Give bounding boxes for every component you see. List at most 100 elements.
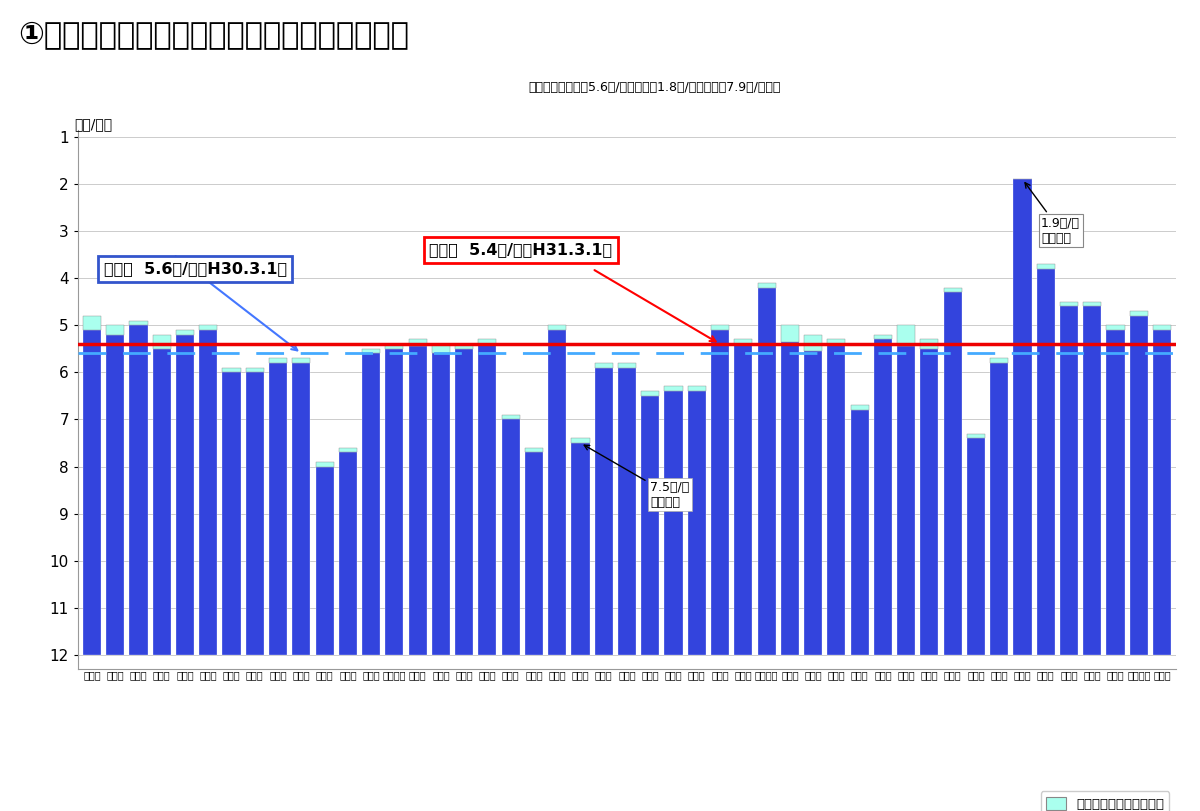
Text: 7.5人/台
（最低）: 7.5人/台 （最低） [584,445,690,508]
Bar [362,354,380,655]
Bar [990,363,1008,655]
Bar [385,349,403,655]
Bar [665,391,683,655]
Bar [710,325,730,330]
Bar [269,363,287,655]
Bar [1129,311,1148,315]
Text: （人/台）: （人/台） [74,118,113,131]
Bar [757,288,775,655]
Bar [851,406,869,410]
Bar [688,387,706,391]
Legend: 前年度調査からの増加分: 前年度調査からの増加分 [1040,792,1170,811]
Bar [199,325,217,330]
Bar [455,344,473,349]
Bar [1084,302,1102,307]
Bar [1129,315,1148,655]
Bar [432,344,450,354]
Bar [1037,268,1055,655]
Bar [502,414,520,419]
Bar [943,288,961,292]
Bar [408,346,427,655]
Bar [362,349,380,354]
Bar [898,346,916,655]
Bar [199,330,217,655]
Bar [524,453,544,655]
Bar [1037,264,1055,268]
Bar [967,438,985,655]
Bar [176,335,194,655]
Bar [618,363,636,367]
Bar [571,443,589,655]
Bar [1153,330,1171,655]
Bar [432,354,450,655]
Bar [246,372,264,655]
Text: 平均値  5.6人/台（H30.3.1）: 平均値 5.6人/台（H30.3.1） [103,261,287,277]
Bar [83,315,101,330]
Bar [222,367,241,372]
Bar [152,335,170,349]
Bar [548,325,566,330]
Bar [898,325,916,346]
Text: 【前年度（平均：5.6人/台、最高：1.8人/台、最低：7.9人/台）】: 【前年度（平均：5.6人/台、最高：1.8人/台、最低：7.9人/台）】 [528,81,780,94]
Bar [804,351,822,655]
Bar [710,330,730,655]
Bar [571,438,589,443]
Bar [665,387,683,391]
Bar [1013,179,1032,655]
Bar [293,358,311,363]
Bar [920,349,938,655]
Bar [641,391,659,396]
Bar [1106,325,1124,330]
Bar [83,330,101,655]
Bar [176,330,194,335]
Bar [1060,307,1078,655]
Bar [874,335,892,339]
Bar [479,344,497,655]
Bar [130,320,148,325]
Bar [1153,325,1171,330]
Bar [851,410,869,655]
Bar [595,363,613,367]
Bar [595,367,613,655]
Text: 1.9人/台
（最高）: 1.9人/台 （最高） [1025,182,1080,245]
Bar [524,448,544,453]
Bar [990,358,1008,363]
Bar [827,339,846,344]
Bar [641,396,659,655]
Bar [106,325,125,335]
Bar [385,344,403,349]
Bar [408,339,427,346]
Bar [269,358,287,363]
Bar [1084,307,1102,655]
Bar [1106,330,1124,655]
Bar [734,344,752,655]
Bar [781,341,799,655]
Bar [222,372,241,655]
Bar [967,434,985,438]
Bar [781,325,799,341]
Bar [1060,302,1078,307]
Bar [618,367,636,655]
Bar [920,339,938,349]
Bar [757,283,775,288]
Bar [106,335,125,655]
Bar [874,339,892,655]
Bar [479,339,497,344]
Bar [130,325,148,655]
Bar [804,335,822,351]
Bar [316,466,334,655]
Bar [688,391,706,655]
Bar [338,448,356,453]
Bar [152,349,170,655]
Bar [827,344,846,655]
Bar [502,419,520,655]
Text: 平均値  5.4人/台（H31.3.1）: 平均値 5.4人/台（H31.3.1） [430,242,612,257]
Bar [338,453,356,655]
Bar [246,367,264,372]
Bar [734,339,752,344]
Text: ①教育用コンピュータ１台当たりの児童生徒数: ①教育用コンピュータ１台当たりの児童生徒数 [18,20,409,49]
Bar [943,292,961,655]
Bar [455,349,473,655]
Bar [293,363,311,655]
Bar [316,461,334,466]
